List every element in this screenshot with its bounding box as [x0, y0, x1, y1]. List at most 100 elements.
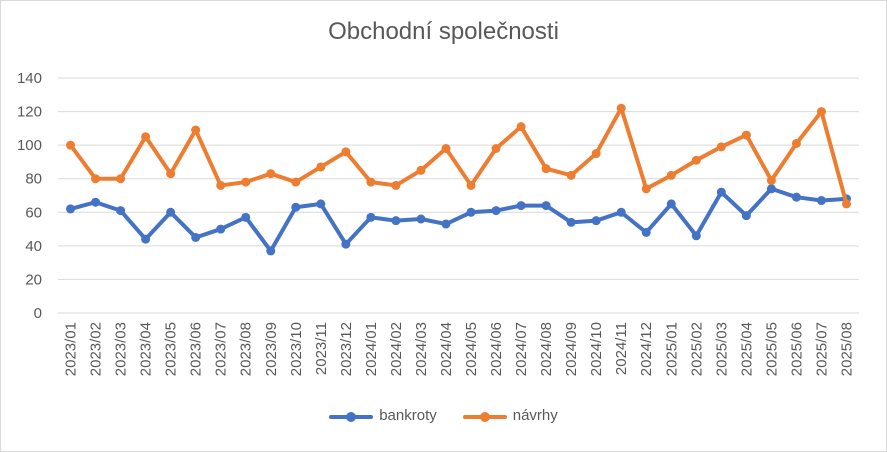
- x-tick-label: 2023/05: [163, 322, 180, 376]
- data-point-bankroty: [266, 246, 276, 256]
- data-point-návrhy: [541, 164, 551, 174]
- x-tick-label: 2023/06: [188, 322, 205, 376]
- y-tick-label: 80: [25, 171, 42, 188]
- data-point-návrhy: [366, 177, 376, 187]
- data-point-návrhy: [141, 132, 151, 142]
- data-point-bankroty: [366, 212, 376, 222]
- x-tick-label: 2023/12: [338, 322, 355, 376]
- data-point-bankroty: [616, 207, 626, 217]
- data-point-bankroty: [141, 234, 151, 244]
- data-point-bankroty: [391, 216, 401, 226]
- data-point-bankroty: [241, 212, 251, 222]
- x-tick-label: 2024/01: [363, 322, 380, 376]
- data-point-bankroty: [666, 199, 676, 209]
- x-tick-label: 2025/08: [838, 322, 855, 376]
- data-point-bankroty: [416, 214, 426, 224]
- gridlines: [58, 77, 859, 314]
- y-tick-label: 120: [17, 104, 42, 121]
- y-tick-label: 20: [25, 271, 42, 288]
- data-point-bankroty: [491, 206, 501, 216]
- data-point-bankroty: [191, 232, 201, 242]
- data-point-bankroty: [291, 202, 301, 212]
- data-point-bankroty: [691, 231, 701, 241]
- data-point-návrhy: [166, 169, 176, 179]
- data-point-návrhy: [416, 165, 426, 175]
- data-point-návrhy: [566, 170, 576, 180]
- data-point-bankroty: [541, 201, 551, 211]
- data-point-bankroty: [716, 187, 726, 197]
- data-point-návrhy: [241, 177, 251, 187]
- x-tick-label: 2024/02: [388, 322, 405, 376]
- data-point-návrhy: [266, 169, 276, 179]
- data-point-bankroty: [466, 207, 476, 217]
- x-tick-label: 2024/09: [563, 322, 580, 376]
- data-point-návrhy: [441, 144, 451, 153]
- data-point-návrhy: [391, 180, 401, 190]
- data-point-bankroty: [316, 199, 326, 209]
- x-tick-label: 2023/07: [213, 322, 230, 376]
- x-tick-label: 2023/08: [238, 322, 255, 376]
- series-line-bankroty: [68, 186, 849, 253]
- series-layer: [66, 103, 851, 256]
- y-tick-label: 0: [34, 305, 42, 322]
- y-tick-label: 100: [17, 137, 42, 154]
- data-point-bankroty: [341, 239, 351, 249]
- y-tick-label: 60: [25, 204, 42, 221]
- x-tick-label: 2025/05: [763, 322, 780, 376]
- data-point-bankroty: [166, 207, 176, 217]
- data-point-návrhy: [491, 144, 501, 153]
- x-tick-label: 2025/04: [738, 322, 755, 376]
- x-tick-label: 2023/04: [138, 322, 155, 376]
- x-tick-label: 2025/06: [788, 322, 805, 376]
- data-point-návrhy: [216, 180, 226, 190]
- data-point-návrhy: [591, 149, 601, 159]
- data-point-návrhy: [816, 107, 826, 117]
- data-point-bankroty: [791, 192, 801, 202]
- data-point-bankroty: [741, 211, 751, 221]
- legend-item-bankroty: bankroty: [329, 407, 437, 424]
- y-axis-ticks: 0 20 40 60 80 100 120 140: [17, 70, 42, 322]
- x-tick-label: 2023/03: [113, 322, 130, 376]
- series-line-návrhy: [68, 106, 849, 206]
- data-point-bankroty: [641, 227, 651, 237]
- data-point-návrhy: [91, 174, 101, 184]
- data-point-bankroty: [566, 217, 576, 227]
- data-point-návrhy: [641, 184, 651, 194]
- x-tick-label: 2024/08: [538, 322, 555, 376]
- x-tick-label: 2024/12: [638, 322, 655, 376]
- data-point-návrhy: [741, 130, 751, 140]
- data-point-bankroty: [516, 201, 526, 211]
- x-axis-ticks: 2023/01 2023/02 2023/03 2023/04 2023/05 2023/…: [63, 322, 856, 376]
- data-point-bankroty: [766, 184, 776, 194]
- y-tick-label: 40: [25, 238, 42, 255]
- x-tick-label: 2024/11: [613, 322, 630, 375]
- legend-swatch-navrhy-icon: [462, 409, 507, 423]
- data-point-bankroty: [91, 197, 101, 207]
- data-point-návrhy: [116, 174, 126, 184]
- data-point-návrhy: [191, 125, 201, 135]
- data-point-návrhy: [691, 155, 701, 165]
- data-point-návrhy: [466, 180, 476, 190]
- x-tick-label: 2024/07: [513, 322, 530, 376]
- data-point-bankroty: [216, 224, 226, 234]
- legend-swatch-bankroty-icon: [329, 409, 374, 423]
- x-tick-label: 2024/04: [438, 322, 455, 376]
- x-tick-label: 2023/11: [313, 322, 330, 375]
- data-point-bankroty: [66, 204, 76, 214]
- x-tick-label: 2024/06: [488, 322, 505, 376]
- data-point-bankroty: [441, 219, 451, 229]
- data-point-bankroty: [116, 206, 126, 216]
- x-tick-label: 2025/07: [813, 322, 830, 376]
- data-point-bankroty: [816, 196, 826, 206]
- legend-item-navrhy: návrhy: [462, 407, 558, 424]
- legend-label-bankroty: bankroty: [379, 407, 437, 424]
- x-tick-label: 2024/03: [413, 322, 430, 376]
- data-point-návrhy: [841, 199, 851, 209]
- data-point-návrhy: [716, 142, 726, 152]
- data-point-bankroty: [591, 216, 601, 226]
- x-tick-label: 2024/05: [463, 322, 480, 376]
- y-tick-label: 140: [17, 70, 42, 87]
- x-tick-label: 2025/03: [713, 322, 730, 376]
- data-point-návrhy: [341, 147, 351, 157]
